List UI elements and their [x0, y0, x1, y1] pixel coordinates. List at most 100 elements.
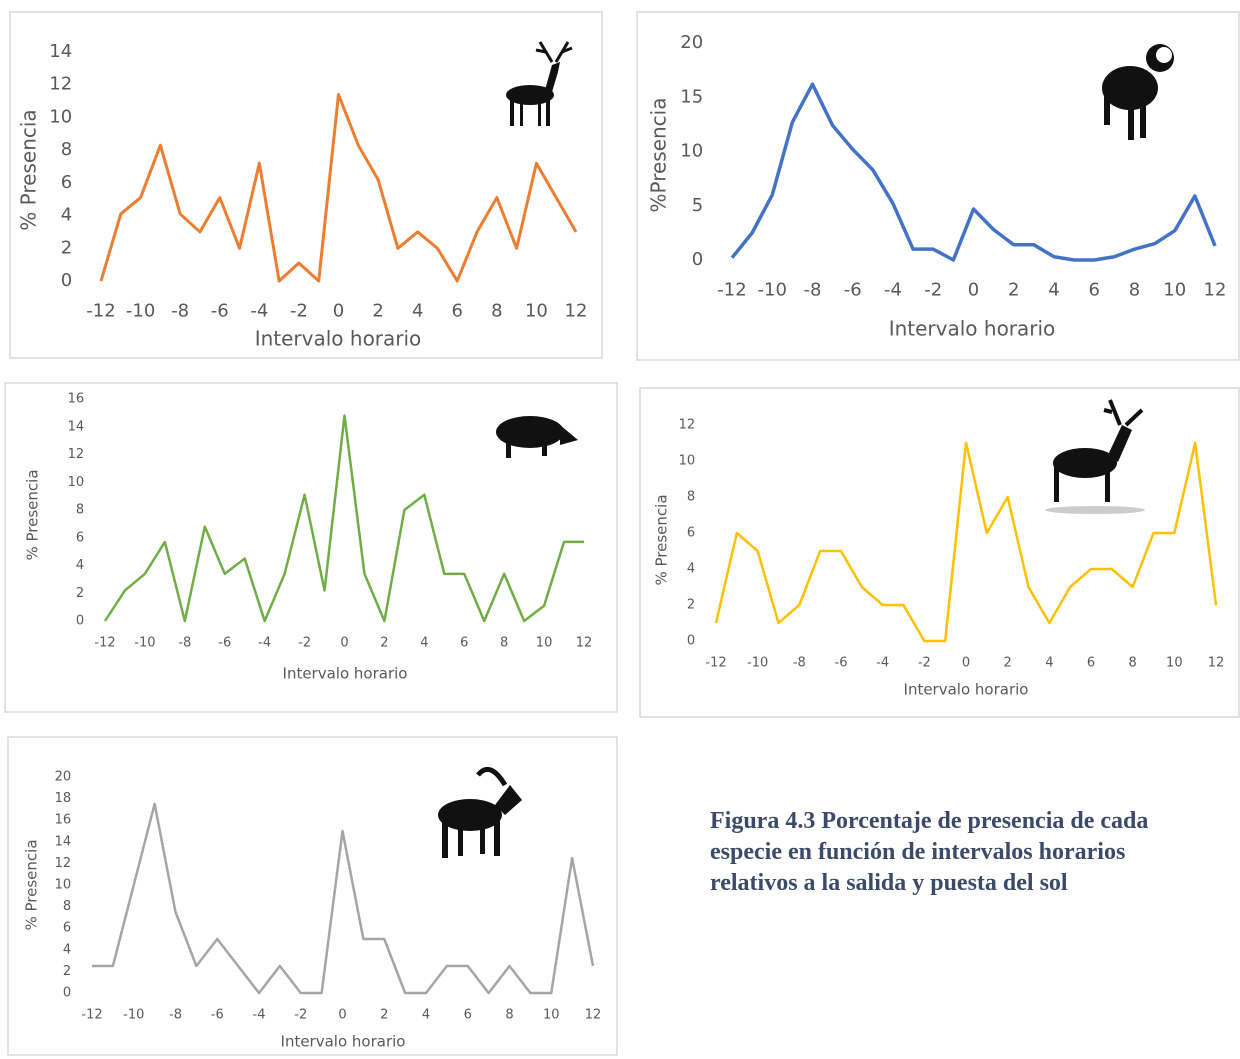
x-tick-label: -4	[258, 636, 271, 651]
x-tick-label: -6	[844, 280, 862, 301]
x-tick-label: 10	[1163, 280, 1186, 301]
fallow-deer-icon	[1045, 399, 1145, 514]
y-tick-label: 4	[61, 205, 72, 226]
x-tick-label: 6	[1087, 656, 1095, 671]
data-line	[92, 802, 595, 995]
y-tick-label: 0	[692, 249, 703, 270]
y-tick-label: 20	[680, 32, 703, 53]
x-tick-label: -2	[294, 1008, 307, 1023]
x-tick-label: 12	[1204, 280, 1227, 301]
y-tick-label: 6	[63, 921, 71, 936]
x-tick-label: 6	[1089, 280, 1100, 301]
x-tick-label: 4	[412, 301, 423, 322]
x-tick-label: 0	[338, 1008, 346, 1023]
y-tick-label: 6	[76, 530, 84, 545]
y-tick-label: 12	[49, 74, 72, 95]
x-tick-label: -10	[134, 636, 155, 651]
x-tick-label: 4	[422, 1008, 430, 1023]
icons	[438, 41, 1174, 858]
panel	[639, 387, 1240, 718]
x-axis-label: Intervalo horario	[283, 665, 408, 683]
y-tick-label: 8	[76, 503, 84, 518]
y-tick-label: 6	[687, 526, 695, 541]
x-tick-label: -8	[793, 656, 806, 671]
x-tick-label: -8	[171, 301, 189, 322]
x-tick-label: -8	[178, 636, 191, 651]
x-tick-label: 2	[380, 1008, 388, 1023]
x-axis-label: Intervalo horario	[281, 1033, 406, 1051]
x-tick-label: 8	[491, 301, 502, 322]
x-tick-label: 8	[1129, 656, 1137, 671]
y-tick-label: 4	[63, 942, 71, 957]
x-tick-label: -12	[717, 280, 746, 301]
y-tick-label: 10	[679, 454, 696, 469]
x-tick-label: 0	[333, 301, 344, 322]
y-tick-label: 12	[68, 447, 85, 462]
x-tick-label: 0	[968, 280, 979, 301]
y-tick-label: 5	[692, 195, 703, 216]
x-tick-label: 6	[460, 636, 468, 651]
x-tick-label: 6	[464, 1008, 472, 1023]
x-axis-label: Intervalo horario	[904, 681, 1029, 699]
y-axis-label: % Presencia	[24, 469, 42, 560]
x-tick-label: 2	[372, 301, 383, 322]
y-tick-label: 14	[68, 419, 85, 434]
ibex-icon	[438, 766, 522, 858]
x-tick-label: -12	[86, 301, 115, 322]
boar-icon	[496, 416, 578, 458]
panel	[9, 11, 603, 359]
y-tick-label: 2	[76, 586, 84, 601]
y-tick-label: 4	[687, 562, 695, 577]
y-axis-label: % Presencia	[653, 494, 671, 585]
y-tick-label: 8	[61, 139, 72, 160]
caption: Figura 4.3 Porcentaje de presencia de ca…	[710, 808, 1149, 896]
x-tick-label: -10	[126, 301, 155, 322]
x-tick-label: 0	[962, 656, 970, 671]
y-tick-label: 18	[55, 791, 72, 806]
x-tick-label: 10	[543, 1008, 560, 1023]
panel	[4, 382, 618, 713]
y-axis-label: % Presencia	[17, 109, 41, 230]
x-tick-label: 4	[1048, 280, 1059, 301]
panel	[636, 11, 1240, 361]
x-tick-label: -6	[211, 1008, 224, 1023]
x-tick-label: -4	[250, 301, 268, 322]
x-tick-label: -10	[747, 656, 768, 671]
y-tick-label: 14	[55, 834, 72, 849]
x-tick-label: -6	[835, 656, 848, 671]
x-tick-label: 2	[1008, 280, 1019, 301]
y-tick-label: 8	[63, 899, 71, 914]
panel-frames	[4, 11, 1240, 1056]
x-tick-label: -12	[705, 656, 726, 671]
x-tick-label: 8	[500, 636, 508, 651]
y-tick-label: 12	[679, 418, 696, 433]
data-line	[99, 93, 578, 283]
y-tick-label: 10	[680, 141, 703, 162]
y-tick-label: 10	[55, 878, 72, 893]
x-tick-label: 12	[576, 636, 593, 651]
x-tick-label: -6	[218, 636, 231, 651]
y-axis-label: % Presencia	[23, 839, 41, 930]
x-tick-label: 0	[340, 636, 348, 651]
x-tick-label: -2	[918, 656, 931, 671]
x-tick-label: -10	[758, 280, 787, 301]
x-tick-label: 4	[1045, 656, 1053, 671]
y-tick-label: 10	[68, 475, 85, 490]
panel	[7, 736, 618, 1056]
y-tick-label: 12	[55, 856, 72, 871]
x-tick-label: -2	[924, 280, 942, 301]
data-line	[730, 82, 1217, 262]
y-tick-label: 20	[55, 770, 72, 785]
x-tick-label: 6	[452, 301, 463, 322]
x-tick-label: -8	[804, 280, 822, 301]
x-tick-label: 4	[420, 636, 428, 651]
x-tick-label: 2	[380, 636, 388, 651]
x-tick-label: 2	[1004, 656, 1012, 671]
deer-icon	[506, 41, 573, 126]
y-axis-label: %Presencia	[647, 97, 671, 212]
x-tick-label: -4	[253, 1008, 266, 1023]
x-tick-label: -12	[94, 636, 115, 651]
y-tick-label: 2	[61, 237, 72, 258]
